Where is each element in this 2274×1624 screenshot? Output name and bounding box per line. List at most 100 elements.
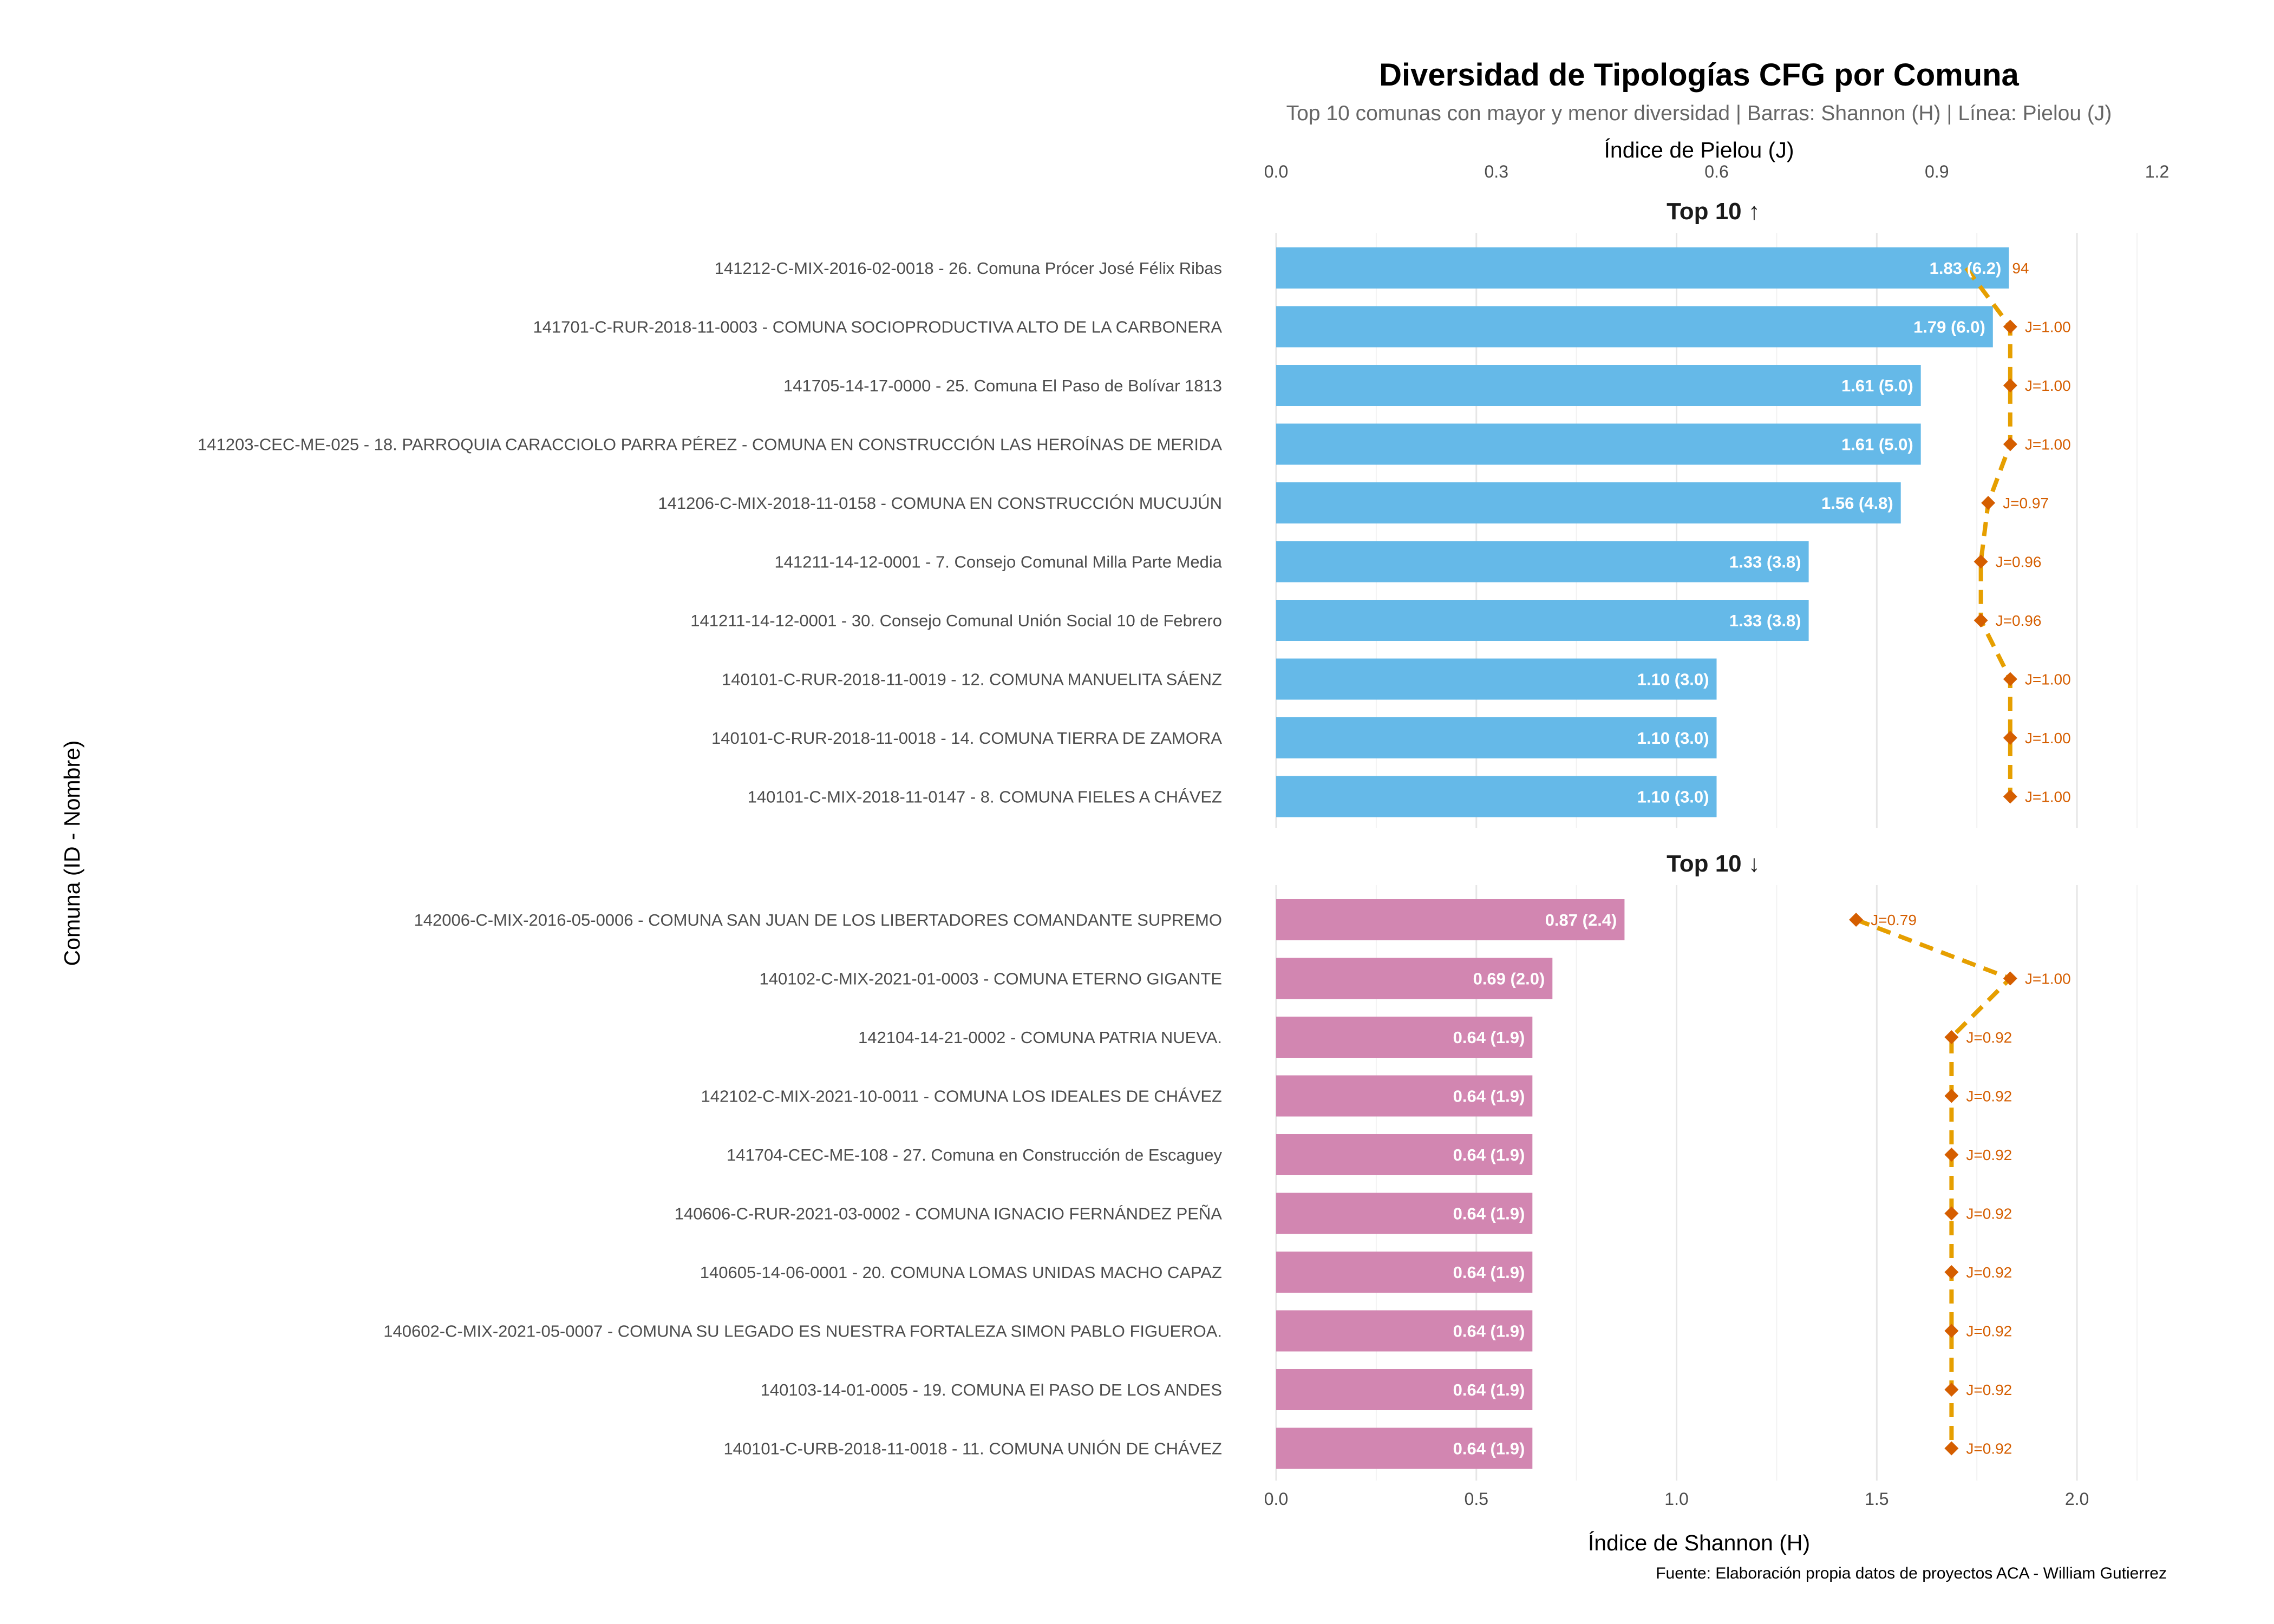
pielou-point-1-3 bbox=[1944, 1089, 1959, 1103]
x-tick-label-1: 0.5 bbox=[1465, 1489, 1488, 1509]
pielou-label-0-7: J=1.00 bbox=[2025, 671, 2071, 688]
pielou-point-0-1 bbox=[2003, 319, 2017, 334]
chart-title: Diversidad de Tipologías CFG por Comuna bbox=[1379, 57, 2019, 93]
pielou-point-0-7 bbox=[2003, 672, 2017, 686]
pielou-label-1-6: J=0.92 bbox=[1966, 1264, 2012, 1281]
pielou-label-0-6: J=0.96 bbox=[1996, 612, 2042, 629]
pielou-label-0-0: 94 bbox=[2012, 260, 2029, 277]
bar-label-1-3: 0.64 (1.9) bbox=[1453, 1087, 1525, 1106]
pielou-point-0-6 bbox=[1974, 613, 1988, 627]
bar-label-1-7: 0.64 (1.9) bbox=[1453, 1322, 1525, 1341]
bar-0-9 bbox=[1276, 776, 1717, 817]
x-tick-label-0: 0.0 bbox=[1264, 1489, 1288, 1509]
bar-label-0-0: 1.83 (6.2) bbox=[1930, 259, 2002, 278]
bar-label-0-9: 1.10 (3.0) bbox=[1637, 788, 1709, 807]
category-label-1-3: 142102-C-MIX-2021-10-0011 - COMUNA LOS I… bbox=[701, 1087, 1222, 1106]
pielou-point-1-1 bbox=[2003, 971, 2017, 986]
category-label-1-2: 142104-14-21-0002 - COMUNA PATRIA NUEVA. bbox=[858, 1028, 1222, 1047]
category-label-0-2: 141705-14-17-0000 - 25. Comuna El Paso d… bbox=[783, 376, 1222, 395]
x-axis-title: Índice de Shannon (H) bbox=[1588, 1530, 1810, 1555]
x-tick-label-4: 2.0 bbox=[2065, 1489, 2089, 1509]
bar-label-1-5: 0.64 (1.9) bbox=[1453, 1204, 1525, 1223]
pielou-point-1-5 bbox=[1944, 1206, 1959, 1221]
bar-1-3 bbox=[1276, 1075, 1533, 1117]
category-label-0-4: 141206-C-MIX-2018-11-0158 - COMUNA EN CO… bbox=[658, 494, 1222, 513]
bar-0-7 bbox=[1276, 658, 1717, 700]
x2-axis-title: Índice de Pielou (J) bbox=[1604, 137, 1794, 162]
bar-label-0-6: 1.33 (3.8) bbox=[1729, 611, 1801, 630]
x2-tick-label-2: 0.6 bbox=[1704, 162, 1728, 181]
x2-tick-label-1: 0.3 bbox=[1485, 162, 1508, 181]
pielou-point-1-8 bbox=[1944, 1383, 1959, 1397]
bar-1-4 bbox=[1276, 1134, 1533, 1175]
pielou-point-0-3 bbox=[2003, 437, 2017, 451]
pielou-label-1-0: J=0.79 bbox=[1871, 912, 1917, 928]
x-tick-label-2: 1.0 bbox=[1664, 1489, 1688, 1509]
bar-0-4 bbox=[1276, 482, 1901, 523]
bar-1-6 bbox=[1276, 1252, 1533, 1293]
bar-1-8 bbox=[1276, 1369, 1533, 1410]
bar-label-1-9: 0.64 (1.9) bbox=[1453, 1439, 1525, 1458]
category-label-0-7: 140101-C-RUR-2018-11-0019 - 12. COMUNA M… bbox=[722, 670, 1222, 689]
category-label-0-8: 140101-C-RUR-2018-11-0018 - 14. COMUNA T… bbox=[711, 729, 1222, 748]
pielou-point-1-9 bbox=[1944, 1441, 1959, 1456]
x2-tick-label-3: 0.9 bbox=[1925, 162, 1949, 181]
pielou-point-0-4 bbox=[1981, 496, 1996, 510]
category-label-1-7: 140602-C-MIX-2021-05-0007 - COMUNA SU LE… bbox=[383, 1322, 1222, 1341]
pielou-point-1-7 bbox=[1944, 1324, 1959, 1338]
category-label-0-5: 141211-14-12-0001 - 7. Consejo Comunal M… bbox=[774, 553, 1222, 572]
category-label-1-0: 142006-C-MIX-2016-05-0006 - COMUNA SAN J… bbox=[414, 911, 1222, 929]
bar-label-1-8: 0.64 (1.9) bbox=[1453, 1380, 1525, 1399]
pielou-line-0 bbox=[1964, 266, 2012, 797]
pielou-label-1-2: J=0.92 bbox=[1966, 1029, 2012, 1046]
pielou-label-1-5: J=0.92 bbox=[1966, 1206, 2012, 1222]
bar-1-7 bbox=[1276, 1310, 1533, 1352]
bar-label-0-4: 1.56 (4.8) bbox=[1821, 494, 1893, 513]
category-label-1-5: 140606-C-RUR-2021-03-0002 - COMUNA IGNAC… bbox=[675, 1204, 1223, 1223]
bar-label-1-6: 0.64 (1.9) bbox=[1453, 1263, 1525, 1282]
bar-label-0-7: 1.10 (3.0) bbox=[1637, 670, 1709, 689]
category-label-1-9: 140101-C-URB-2018-11-0018 - 11. COMUNA U… bbox=[723, 1439, 1222, 1458]
chart-caption: Fuente: Elaboración propia datos de proy… bbox=[1656, 1564, 2167, 1582]
bar-0-2 bbox=[1276, 365, 1921, 406]
bar-label-0-3: 1.61 (5.0) bbox=[1841, 435, 1913, 454]
pielou-point-1-4 bbox=[1944, 1148, 1959, 1162]
pielou-point-0-9 bbox=[2003, 789, 2017, 804]
bar-label-1-2: 0.64 (1.9) bbox=[1453, 1028, 1525, 1047]
category-label-0-9: 140101-C-MIX-2018-11-0147 - 8. COMUNA FI… bbox=[748, 788, 1222, 807]
category-label-0-1: 141701-C-RUR-2018-11-0003 - COMUNA SOCIO… bbox=[533, 318, 1222, 337]
category-label-0-6: 141211-14-12-0001 - 30. Consejo Comunal … bbox=[690, 611, 1222, 630]
category-label-1-4: 141704-CEC-ME-108 - 27. Comuna en Constr… bbox=[727, 1145, 1222, 1164]
bar-label-0-8: 1.10 (3.0) bbox=[1637, 729, 1709, 748]
pielou-label-1-4: J=0.92 bbox=[1966, 1147, 2012, 1163]
pielou-line-1 bbox=[1855, 918, 2012, 1449]
bar-1-0 bbox=[1276, 899, 1625, 940]
bar-1-2 bbox=[1276, 1017, 1533, 1058]
pielou-label-1-7: J=0.92 bbox=[1966, 1323, 2012, 1340]
panel-title-0: Top 10 ↑ bbox=[1667, 198, 1760, 225]
pielou-point-1-2 bbox=[1944, 1030, 1959, 1044]
bar-0-1 bbox=[1276, 306, 1993, 348]
category-label-1-1: 140102-C-MIX-2021-01-0003 - COMUNA ETERN… bbox=[760, 970, 1223, 988]
pielou-line-layer bbox=[1849, 266, 2017, 1456]
bar-0-3 bbox=[1276, 423, 1921, 465]
bar-1-9 bbox=[1276, 1427, 1533, 1469]
category-label-0-0: 141212-C-MIX-2016-02-0018 - 26. Comuna P… bbox=[715, 259, 1222, 278]
pielou-label-0-9: J=1.00 bbox=[2025, 789, 2071, 806]
text-layer: Diversidad de Tipologías CFG por Comuna … bbox=[60, 57, 2169, 1582]
pielou-label-1-1: J=1.00 bbox=[2025, 971, 2071, 987]
bar-0-8 bbox=[1276, 717, 1717, 758]
pielou-label-0-1: J=1.00 bbox=[2025, 319, 2071, 336]
x-tick-label-3: 1.5 bbox=[1865, 1489, 1889, 1509]
pielou-label-0-2: J=1.00 bbox=[2025, 377, 2071, 394]
pielou-point-0-5 bbox=[1974, 554, 1988, 569]
category-label-1-6: 140605-14-06-0001 - 20. COMUNA LOMAS UNI… bbox=[700, 1263, 1222, 1282]
bar-1-5 bbox=[1276, 1193, 1533, 1234]
pielou-point-0-2 bbox=[2003, 378, 2017, 392]
pielou-point-1-6 bbox=[1944, 1265, 1959, 1279]
bar-label-0-1: 1.79 (6.0) bbox=[1913, 318, 1985, 337]
category-label-0-3: 141203-CEC-ME-025 - 18. PARROQUIA CARACC… bbox=[198, 435, 1222, 454]
pielou-label-0-4: J=0.97 bbox=[2003, 495, 2049, 512]
bar-0-5 bbox=[1276, 541, 1809, 582]
pielou-point-1-0 bbox=[1849, 913, 1864, 927]
